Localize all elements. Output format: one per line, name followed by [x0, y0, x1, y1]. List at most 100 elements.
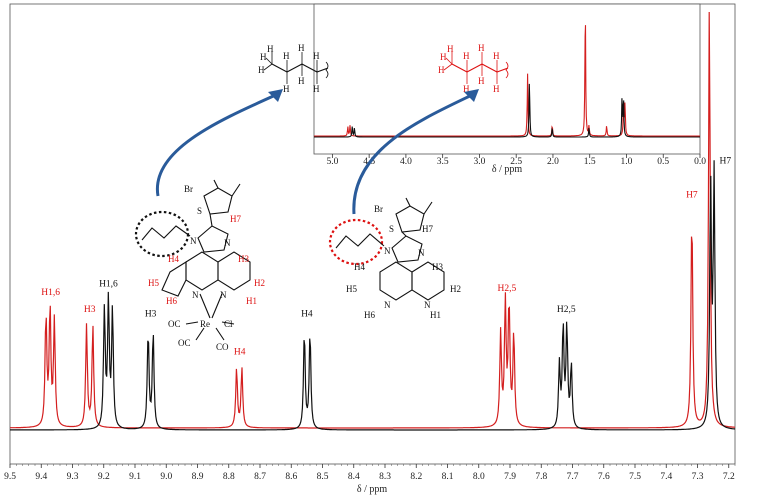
proton-label: H4	[168, 254, 179, 264]
arrow-complex-chain	[352, 92, 475, 215]
proton-label: H1	[430, 310, 441, 320]
x-tick-label: 8.6	[285, 472, 297, 482]
chain-h: H	[283, 51, 290, 61]
inset-x-tick-label: 3.0	[473, 157, 485, 167]
atom-label: Br	[184, 184, 193, 194]
chain-h: H	[438, 65, 445, 75]
atom-label: S	[197, 206, 202, 216]
peak-label: H4	[301, 309, 313, 319]
chain-h: H	[463, 84, 470, 94]
x-tick-label: 9.3	[67, 472, 79, 482]
inset-x-tick-label: 0.5	[657, 157, 669, 167]
inset-spectrum: 5.0 4.5 4.0 3.5 3.0 2.5 2.0 1.5 1.0 0.5 0.0 δ / pp…	[313, 3, 706, 175]
peak-label: H3	[84, 305, 96, 315]
x-tick-label: 8.4	[348, 472, 360, 482]
peak-label: H3	[145, 309, 157, 319]
x-tick-label: 8.0	[473, 472, 485, 482]
peak-label: H7	[720, 156, 732, 166]
dashed-circle-ligand	[328, 218, 384, 266]
x-tick-label: 7.7	[567, 472, 579, 482]
x-tick-label: 7.4	[660, 472, 672, 482]
chain-h: H	[283, 84, 290, 94]
inset-x-tick-label: 1.0	[621, 157, 633, 167]
chain-h: H	[313, 51, 320, 61]
atom-label: N	[220, 290, 227, 300]
x-tick-label: 8.7	[254, 472, 266, 482]
peak-label: H2,5	[498, 284, 517, 294]
atom-label: N	[384, 246, 391, 256]
proton-label: H2	[450, 284, 461, 294]
main-spectrum: 9.5 9.4 9.3 9.2 9.1 9.0 8.9 8.8 8.7 8.6 8.5 8.4 8.3 8…	[4, 3, 736, 495]
x-tick-label: 8.9	[192, 472, 204, 482]
proton-label: H7	[422, 224, 433, 234]
proton-label: H2	[254, 278, 265, 288]
inset-trace-complex	[314, 25, 700, 137]
atom-label: N	[424, 300, 431, 310]
atom-label: Re	[200, 319, 210, 329]
inset-x-tick-label: 1.5	[584, 157, 596, 167]
atom-label: Br	[374, 204, 383, 214]
chain-h: H	[267, 44, 274, 54]
x-tick-label: 7.3	[692, 472, 704, 482]
proton-label: H3	[238, 254, 249, 264]
x-tick-label: 9.2	[98, 472, 110, 482]
butyl-chain-complex-drawing: H H H H H H H H H	[438, 43, 509, 94]
chain-h: H	[258, 65, 265, 75]
proton-label: H5	[346, 284, 357, 294]
proton-label: H6	[166, 296, 177, 306]
main-traces	[10, 11, 736, 431]
inset-trace-ligand	[314, 83, 700, 138]
chain-h: H	[463, 51, 470, 61]
inset-x-tick-label: 2.0	[547, 157, 559, 167]
peak-annotations: H1,6 H3 H1,6 H3 H4 H4 H2,5 H2,5 H7 H7	[41, 156, 731, 357]
x-tick-label: 8.8	[223, 472, 235, 482]
inset-traces	[314, 25, 700, 138]
chain-h: H	[440, 52, 447, 62]
main-x-axis-label: δ / ppm	[357, 484, 387, 495]
x-tick-label: 7.8	[535, 472, 547, 482]
atom-label: S	[389, 224, 394, 234]
atom-label: N	[224, 238, 231, 248]
proton-label: H5	[148, 278, 159, 288]
arrowhead-icon	[464, 89, 479, 102]
proton-label: H4	[354, 262, 365, 272]
x-tick-label: 8.2	[410, 472, 422, 482]
inset-x-tick-label: 4.0	[400, 157, 412, 167]
chain-h: H	[493, 84, 500, 94]
inset-x-tick-label: 0.0	[694, 157, 706, 167]
atom-label: OC	[178, 338, 191, 348]
x-tick-label: 8.3	[379, 472, 391, 482]
atom-label: N	[190, 236, 197, 246]
x-tick-label: 7.6	[598, 472, 610, 482]
spectrum-trace-ligand	[10, 160, 736, 431]
chain-h: H	[478, 76, 485, 86]
arrowhead-icon	[268, 89, 283, 102]
x-tick-label: 9.1	[129, 472, 141, 482]
atom-label: CO	[216, 342, 229, 352]
chain-h: H	[313, 84, 320, 94]
main-x-ticks: 9.5 9.4 9.3 9.2 9.1 9.0 8.9 8.8 8.7 8.6 8.5 8.4 8.3 8…	[4, 464, 736, 482]
x-tick-label: 7.9	[504, 472, 516, 482]
atom-label: N	[418, 248, 425, 258]
x-tick-label: 9.5	[4, 472, 16, 482]
x-tick-label: 8.1	[442, 472, 454, 482]
spectrum-trace-complex	[10, 11, 735, 429]
atom-label: OC	[168, 319, 181, 329]
peak-label: H7	[686, 190, 698, 200]
chain-h: H	[493, 51, 500, 61]
chain-h: H	[447, 44, 454, 54]
peak-label: H4	[234, 348, 246, 358]
inset-x-tick-label: 5.0	[326, 157, 338, 167]
atom-label: N	[384, 300, 391, 310]
x-tick-label: 9.0	[160, 472, 172, 482]
peak-label: H2,5	[557, 305, 576, 315]
structure-ligand: Br S N N N N H7 H4 H3 H5 H2 H6 H1	[328, 197, 461, 320]
proton-label: H1	[246, 296, 257, 306]
chain-h: H	[260, 52, 267, 62]
chain-h: H	[298, 43, 305, 53]
peak-label: H1,6	[41, 288, 60, 298]
chain-h: H	[478, 43, 485, 53]
atom-label: Cl	[224, 319, 233, 329]
x-tick-label: 7.5	[629, 472, 641, 482]
